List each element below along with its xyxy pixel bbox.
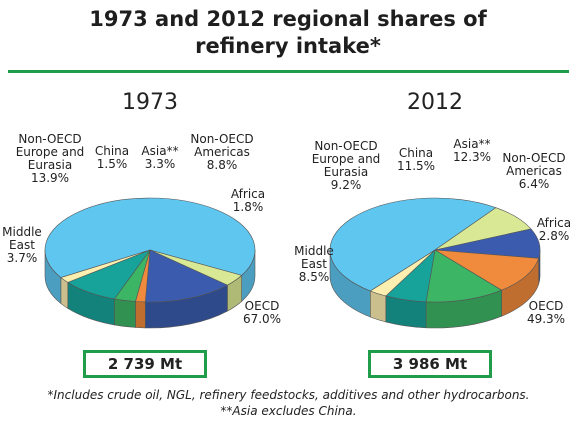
pie-title: 2012 [407,90,463,115]
pie-slice [329,197,497,292]
slice-label: OECD 67.0% [232,300,292,326]
slice-label: China 11.5% [396,147,436,173]
slice-label: Non-OECD Europe and Eurasia 9.2% [303,140,389,192]
slice-label: Africa 2.8% [531,217,577,243]
slice-label: Middle East 8.5% [287,245,341,284]
value-label: 3.3% [144,157,176,171]
total-box: 3 986 Mt [368,350,492,378]
pie-slice-side [114,298,136,328]
slice-label: Middle East 3.7% [0,226,52,265]
pie-slice [144,249,229,303]
total-box: 2 739 Mt [83,350,207,378]
slice-label: OECD 49.3% [516,300,576,326]
footnote: *Includes crude oil, NGL, refinery feeds… [47,388,530,402]
pie-title: 1973 [122,90,178,115]
category-label: OECD [244,299,280,313]
value-label: 12.3% [452,150,492,164]
value-label: 1.8% [232,200,264,214]
pie-slice [425,249,503,303]
value-label: 13.9% [30,171,70,185]
slice-label: Africa 1.8% [223,188,273,214]
footnote: **Asia excludes China. [220,404,357,418]
category-label: OECD [528,299,564,313]
value-label: 67.0% [242,312,282,326]
pie-slice [60,249,151,283]
category-label: Non-OECD Europe and Eurasia [15,132,85,172]
category-label: Africa [536,216,572,230]
category-label: Non-OECD Americas [190,132,254,159]
slice-label: Non-OECD Americas 8.8% [186,133,258,172]
value-label: 49.3% [526,312,566,326]
value-label: 2.8% [538,229,570,243]
category-label: Middle East [294,244,334,271]
slice-label: Asia** 12.3% [447,138,497,164]
category-label: China [398,146,434,160]
slice-label: Asia** 3.3% [135,145,185,171]
category-label: Non-OECD Americas [502,151,566,178]
title-rule [8,70,569,73]
category-label: Africa [230,187,266,201]
pie-slice [434,249,540,291]
slice-label: China 1.5% [92,145,132,171]
category-label: China [94,144,130,158]
value-label: 1.5% [96,157,128,171]
category-label: Asia** [141,144,179,158]
pie-slice-side [60,276,69,309]
slice-label: Non-OECD Americas 6.4% [499,152,569,191]
value-label: 8.5% [298,270,330,284]
category-label: Non-OECD Europe and Eurasia [311,139,381,179]
pie-slice [44,197,256,278]
pie-slice-side [135,301,146,329]
pie-slice [369,249,436,297]
category-label: Middle East [2,225,42,252]
value-label: 11.5% [396,159,436,173]
value-label: 8.8% [206,158,238,172]
slice-label: Non-OECD Europe and Eurasia 13.9% [7,133,93,185]
category-label: Asia** [453,137,491,151]
value-label: 9.2% [330,178,362,192]
value-label: 3.7% [6,251,38,265]
title: 1973 and 2012 regional shares of refiner… [89,7,487,58]
value-label: 6.4% [518,177,550,191]
